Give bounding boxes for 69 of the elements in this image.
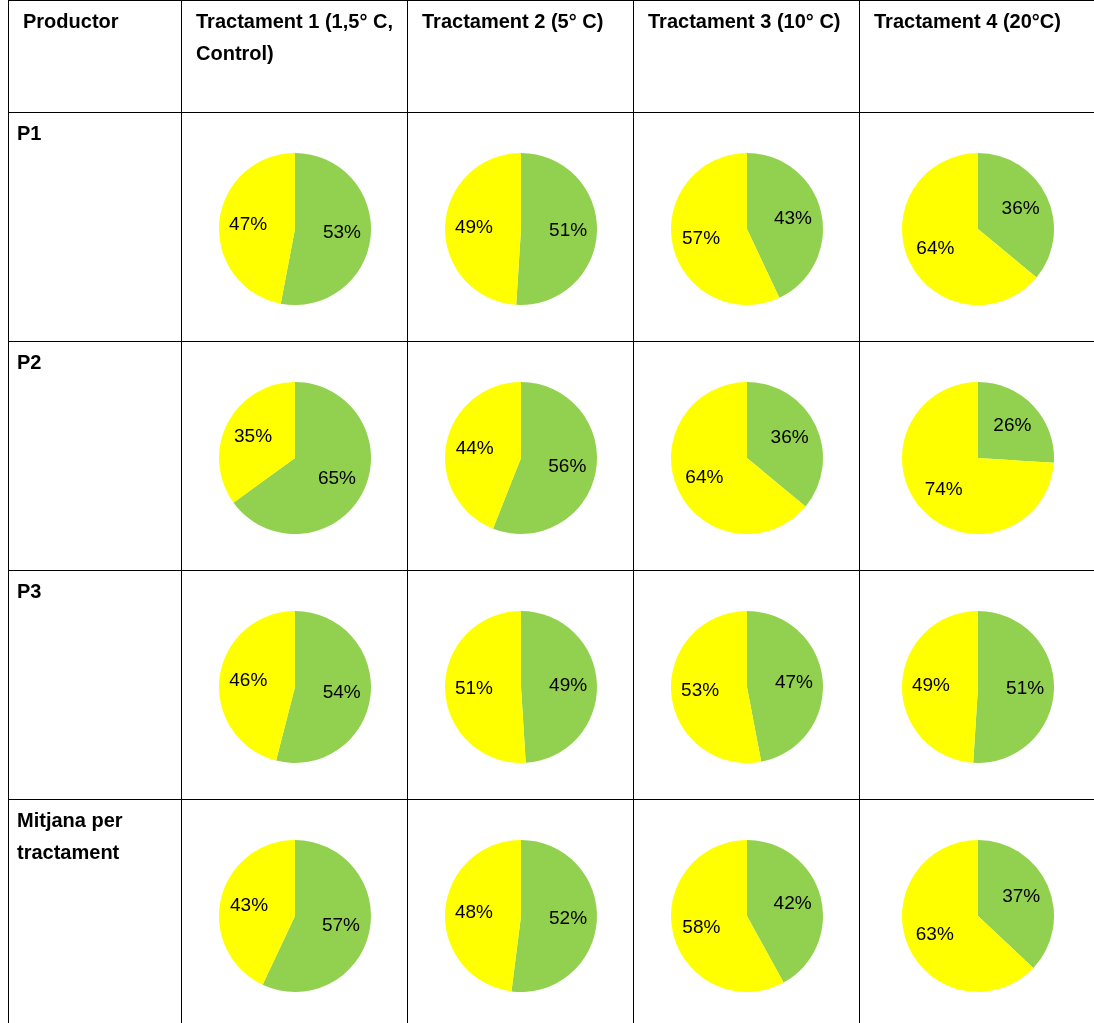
data-label: 49% — [454, 215, 493, 237]
pie-slice — [746, 611, 823, 762]
pie-slice — [492, 382, 597, 534]
data-label: 63% — [915, 922, 954, 944]
data-label: 54% — [322, 680, 361, 702]
data-label: 42% — [773, 892, 812, 914]
data-label: 51% — [1005, 676, 1044, 698]
category-label: P3 — [17, 580, 42, 602]
pie-slice — [977, 840, 1054, 969]
pie-slice — [444, 840, 521, 992]
data-label: 64% — [684, 466, 723, 488]
pie-slice — [280, 153, 371, 305]
pie-slice — [746, 153, 823, 298]
pie-slice — [444, 153, 521, 305]
pie-slice — [218, 153, 295, 304]
data-label: 43% — [229, 893, 268, 915]
text: Productor — [8, 0, 182, 113]
data-label: 51% — [548, 218, 587, 240]
data-label: 58% — [681, 915, 720, 937]
data-label: 43% — [773, 206, 812, 228]
pie-slice — [233, 382, 371, 534]
data-label: 57% — [321, 914, 360, 936]
data-label: 47% — [774, 670, 813, 692]
data-label: 65% — [317, 467, 356, 489]
pie-slice — [218, 840, 295, 985]
pie-slice — [972, 611, 1054, 763]
category-label: Mitjana per tractament — [17, 809, 123, 863]
pie-slice — [444, 611, 526, 763]
data-label: 64% — [915, 237, 954, 259]
data-label: 49% — [911, 673, 950, 695]
pie-slice — [901, 611, 978, 763]
data-label: 48% — [454, 901, 493, 923]
pie-slice — [746, 840, 823, 983]
pie-slice — [670, 611, 761, 763]
data-label: 57% — [681, 227, 720, 249]
pie-slice — [510, 840, 597, 992]
pie-slice — [670, 382, 806, 534]
pie-slice — [520, 611, 597, 763]
category-label: Tractament 1 (1,5° C, Control) — [181, 0, 408, 113]
data-label: 36% — [1001, 196, 1040, 218]
pie-slice — [977, 153, 1054, 278]
category-label: P2 — [17, 351, 42, 373]
data-label: 35% — [233, 424, 272, 446]
category-label: Tractament 4 (20°C) — [859, 0, 1094, 113]
pie-slice — [275, 611, 371, 763]
data-label: 47% — [228, 212, 267, 234]
data-label: 36% — [770, 425, 809, 447]
data-label: 53% — [680, 679, 719, 701]
pie-slice — [901, 382, 1054, 534]
category-label: P1 — [17, 122, 42, 144]
pie-slice — [444, 382, 521, 529]
data-label: 53% — [322, 221, 361, 243]
data-label: 46% — [228, 669, 267, 691]
pie-slice — [901, 153, 1037, 305]
pie-slice — [515, 153, 597, 305]
pie-slice — [746, 382, 823, 507]
data-label: 37% — [1001, 885, 1040, 907]
pie-slice — [218, 382, 295, 503]
category-label: Tractament 2 (5° C) — [407, 0, 634, 113]
pie-slice — [218, 611, 295, 761]
data-label: 49% — [548, 673, 587, 695]
data-label: 56% — [547, 454, 586, 476]
data-label: 44% — [455, 437, 494, 459]
data-label: 51% — [454, 676, 493, 698]
data-label: 74% — [924, 478, 963, 500]
data-label: 26% — [992, 413, 1031, 435]
pie-slice — [977, 382, 1054, 463]
category-label: Tractament 3 (10° C) — [633, 0, 860, 113]
data-label: 52% — [548, 906, 587, 928]
